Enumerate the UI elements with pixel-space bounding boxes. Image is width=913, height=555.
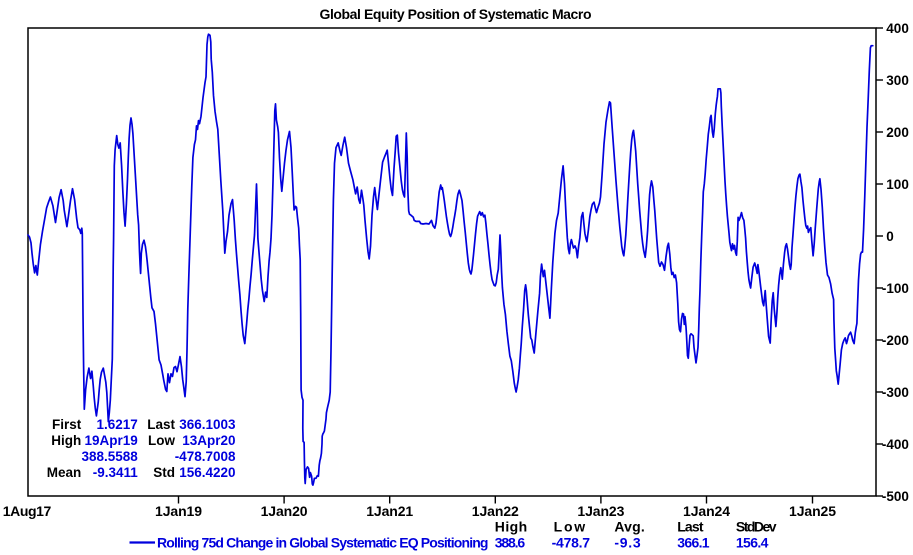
svg-text:-478.7008: -478.7008 [175, 449, 236, 464]
svg-text:1Jan25: 1Jan25 [789, 503, 836, 519]
svg-text:-100: -100 [882, 281, 909, 296]
svg-text:-9.3411: -9.3411 [93, 465, 139, 480]
svg-text:Last: Last [147, 417, 175, 432]
svg-text:-300: -300 [882, 385, 909, 400]
svg-text:Global Equity Position of Syst: Global Equity Position of Systematic Mac… [320, 6, 592, 22]
svg-text:366.1: 366.1 [677, 535, 710, 551]
svg-text:200: 200 [886, 125, 909, 140]
svg-text:366.1003: 366.1003 [179, 417, 236, 432]
svg-text:Std: Std [153, 465, 175, 480]
svg-text:1Jan21: 1Jan21 [366, 503, 413, 519]
svg-text:First: First [52, 417, 82, 432]
svg-text:-400: -400 [882, 437, 909, 452]
svg-text:Last: Last [677, 519, 704, 535]
svg-text:1Aug17: 1Aug17 [3, 503, 52, 519]
svg-text:19Apr19: 19Apr19 [85, 433, 138, 448]
svg-text:Mean: Mean [47, 465, 82, 480]
svg-text:1Jan24: 1Jan24 [683, 503, 730, 519]
svg-text:1.6217: 1.6217 [97, 417, 138, 432]
svg-text:StdDev: StdDev [736, 519, 777, 535]
svg-text:0: 0 [886, 229, 894, 244]
svg-text:388.5588: 388.5588 [81, 449, 138, 464]
svg-text:1Jan22: 1Jan22 [472, 503, 519, 519]
svg-text:High: High [51, 433, 81, 448]
svg-text:1Jan19: 1Jan19 [155, 503, 202, 519]
svg-text:388.6: 388.6 [495, 535, 526, 551]
svg-text:-500: -500 [882, 489, 909, 504]
svg-text:Low: Low [148, 433, 175, 448]
svg-text:Avg.: Avg. [614, 519, 644, 535]
svg-text:Low: Low [554, 519, 586, 535]
svg-text:-200: -200 [882, 333, 909, 348]
svg-text:Rolling 75d Change in Global S: Rolling 75d Change in Global Systematic … [157, 535, 488, 551]
svg-text:1Jan23: 1Jan23 [577, 503, 624, 519]
svg-text:300: 300 [886, 73, 909, 88]
svg-text:1Jan20: 1Jan20 [261, 503, 308, 519]
svg-text:156.4: 156.4 [736, 535, 769, 551]
svg-text:-9.3: -9.3 [614, 535, 641, 551]
svg-text:-478.7: -478.7 [552, 535, 591, 551]
svg-text:High: High [495, 519, 527, 535]
svg-text:156.4220: 156.4220 [179, 465, 235, 480]
svg-text:400: 400 [886, 21, 909, 36]
svg-text:100: 100 [886, 177, 909, 192]
svg-text:13Apr20: 13Apr20 [182, 433, 235, 448]
